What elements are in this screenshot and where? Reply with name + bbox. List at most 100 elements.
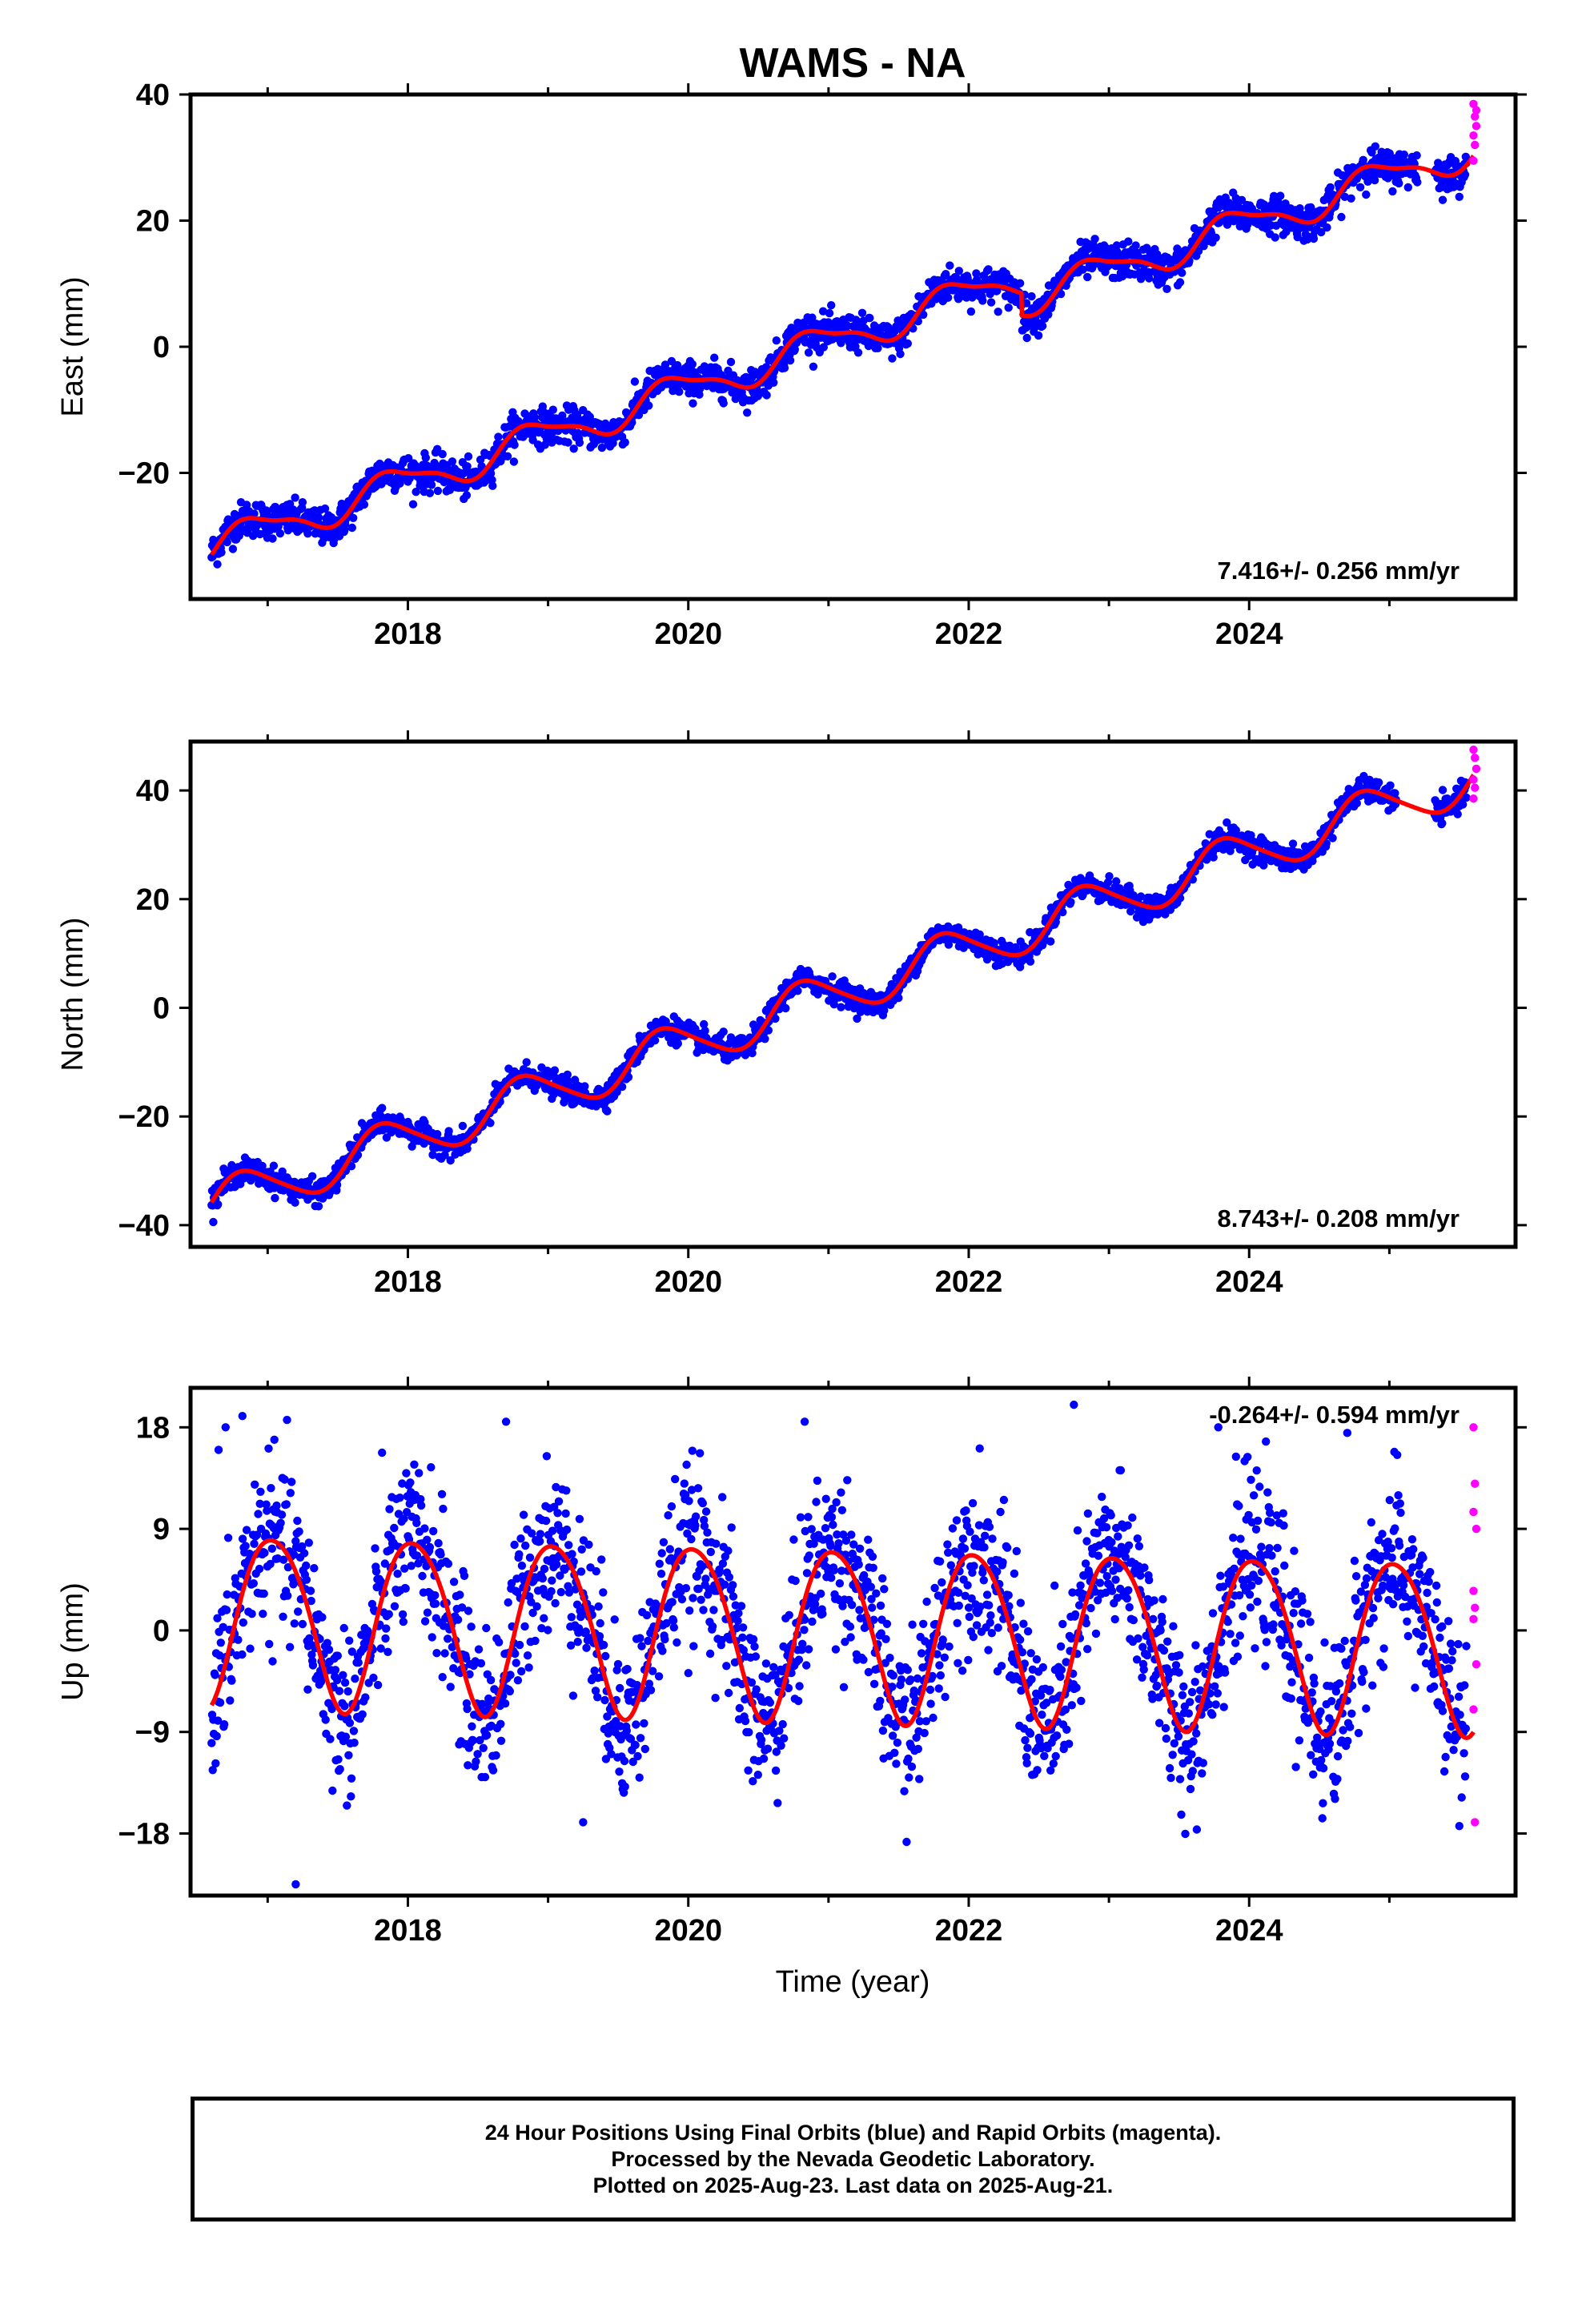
final-orbit-point: [1038, 321, 1047, 331]
final-orbit-point: [710, 353, 719, 362]
final-orbit-point: [396, 479, 404, 488]
final-orbit-point: [558, 411, 567, 420]
final-orbit-point: [217, 548, 226, 557]
final-orbit-point: [250, 1539, 259, 1549]
final-orbit-point: [216, 1638, 225, 1647]
final-orbit-point: [486, 469, 496, 478]
final-orbit-point: [416, 1501, 426, 1510]
final-orbit-point: [476, 1659, 486, 1668]
final-orbit-point: [462, 491, 472, 500]
final-orbit-point: [433, 486, 443, 496]
y-tick-label: 20: [136, 883, 170, 917]
final-orbit-point: [568, 1691, 578, 1700]
final-orbit-point: [390, 1523, 399, 1533]
final-orbit-point: [790, 345, 799, 354]
final-orbit-point: [1434, 159, 1443, 167]
final-orbit-point: [464, 1606, 473, 1615]
final-orbit-point: [412, 488, 420, 497]
final-orbit-point: [428, 1150, 437, 1160]
final-orbit-point: [349, 513, 358, 522]
final-orbit-point: [349, 1727, 359, 1735]
final-orbit-point: [393, 1570, 402, 1578]
final-orbit-point: [984, 265, 993, 274]
plot-area: [207, 745, 1481, 1227]
final-orbit-point: [211, 1671, 219, 1679]
final-orbit-point: [446, 1156, 455, 1165]
final-orbit-point: [852, 316, 861, 325]
final-orbit-point: [865, 313, 874, 323]
final-orbit-point: [238, 1534, 247, 1543]
final-orbit-point: [429, 1526, 438, 1536]
final-orbit-point: [520, 1622, 529, 1631]
final-orbit-point: [986, 289, 994, 299]
final-orbit-point: [479, 1743, 488, 1752]
final-orbit-point: [378, 1448, 387, 1458]
final-orbit-point: [428, 1633, 436, 1642]
final-orbit-point: [302, 1575, 311, 1584]
final-orbit-point: [492, 1751, 500, 1760]
final-orbit-point: [524, 1663, 533, 1672]
final-orbit-point: [548, 1576, 556, 1585]
final-orbit-point: [415, 1469, 424, 1478]
final-orbit-point: [1105, 872, 1114, 881]
final-orbit-point: [359, 500, 369, 509]
final-orbit-point: [772, 336, 781, 345]
final-orbit-point: [1347, 194, 1355, 203]
final-orbit-point: [343, 1687, 352, 1696]
rapid-orbit-point: [1469, 99, 1478, 109]
final-orbit-point: [460, 1571, 469, 1581]
final-orbit-point: [298, 1619, 307, 1629]
final-orbit-point: [894, 993, 903, 1003]
final-orbit-point: [954, 267, 964, 275]
final-orbit-point: [519, 1510, 528, 1519]
final-orbit-point: [423, 1608, 432, 1617]
final-orbit-point: [446, 1683, 455, 1691]
final-orbit-point: [444, 1634, 452, 1643]
final-orbit-point: [268, 534, 277, 543]
final-orbit-point: [285, 1642, 295, 1651]
final-orbit-point: [260, 1548, 269, 1558]
final-orbit-point: [780, 364, 789, 372]
rapid-orbit-point: [1471, 783, 1480, 792]
final-orbit-point: [521, 1541, 530, 1550]
final-orbit-point: [944, 293, 953, 302]
final-orbit-point: [222, 1606, 231, 1614]
final-orbit-point: [804, 348, 813, 357]
final-orbit-point: [420, 1524, 429, 1533]
final-orbit-point: [306, 1586, 315, 1595]
final-orbit-point: [371, 1544, 379, 1553]
rapid-orbit-point: [1471, 754, 1480, 762]
x-tick-label: 2024: [1215, 617, 1283, 651]
final-orbit-point: [522, 1058, 531, 1067]
final-orbit-point: [585, 412, 594, 421]
final-orbit-point: [896, 349, 905, 359]
final-orbit-point: [358, 1710, 367, 1719]
final-orbit-point: [259, 1589, 268, 1598]
final-orbit-point: [290, 1619, 299, 1628]
final-orbit-point: [421, 453, 430, 462]
final-orbit-point: [701, 1026, 709, 1035]
final-orbit-point: [396, 1494, 404, 1502]
final-orbit-point: [404, 454, 413, 463]
final-orbit-point: [986, 298, 996, 307]
final-orbit-point: [248, 531, 258, 541]
final-orbit-point: [793, 987, 802, 995]
final-orbit-point: [227, 1676, 236, 1685]
final-orbit-point: [1178, 268, 1186, 277]
final-orbit-point: [495, 1638, 504, 1647]
final-orbit-point: [353, 1151, 363, 1160]
final-orbit-point: [538, 1574, 547, 1583]
final-orbit-point: [212, 1731, 221, 1741]
y-tick-label: 20: [136, 205, 170, 239]
final-orbit-point: [458, 1121, 468, 1131]
final-orbit-point: [354, 1658, 363, 1667]
final-orbit-point: [464, 1761, 472, 1770]
final-orbit-point: [857, 308, 867, 317]
final-orbit-point: [762, 391, 771, 400]
final-orbit-point: [1438, 818, 1447, 828]
final-orbit-point: [226, 1696, 235, 1705]
final-orbit-point: [438, 449, 447, 459]
final-orbit-point: [1090, 235, 1099, 243]
final-orbit-point: [888, 354, 897, 363]
